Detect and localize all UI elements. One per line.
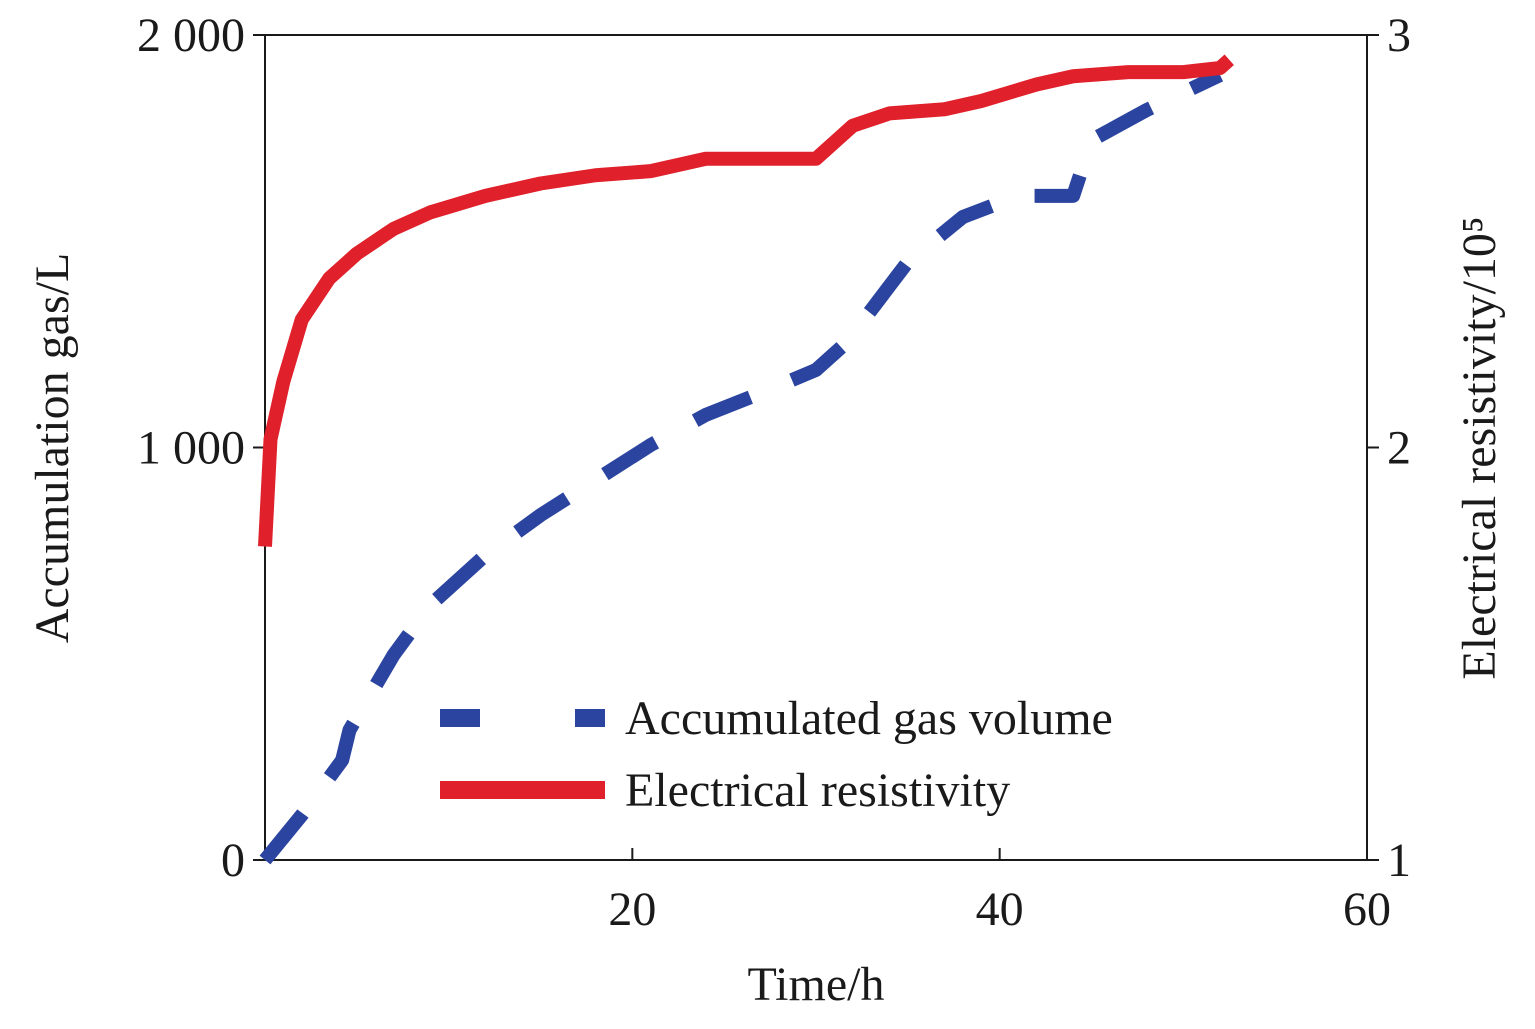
- y2-tick-label: 1: [1387, 834, 1411, 887]
- y-axis-label: Accumulation gas/L: [26, 253, 79, 644]
- legend-label: Electrical resistivity: [625, 764, 1010, 817]
- legend-label: Accumulated gas volume: [625, 692, 1113, 745]
- y-tick-label: 2 000: [137, 9, 245, 62]
- x-tick-label: 40: [976, 883, 1024, 936]
- x-tick-label: 20: [608, 883, 656, 936]
- y2-tick-label: 3: [1387, 9, 1411, 62]
- y-tick-label: 1 000: [137, 422, 245, 475]
- x-axis-label: Time/h: [748, 958, 885, 1011]
- series-line: [258, 54, 1234, 547]
- series-line: [259, 68, 1224, 865]
- x-tick-label: 60: [1343, 883, 1391, 936]
- y-tick-label: 0: [221, 834, 245, 887]
- y2-tick-label: 2: [1387, 422, 1411, 475]
- y2-axis-label: Electrical resistivity/10⁵: [1453, 216, 1506, 679]
